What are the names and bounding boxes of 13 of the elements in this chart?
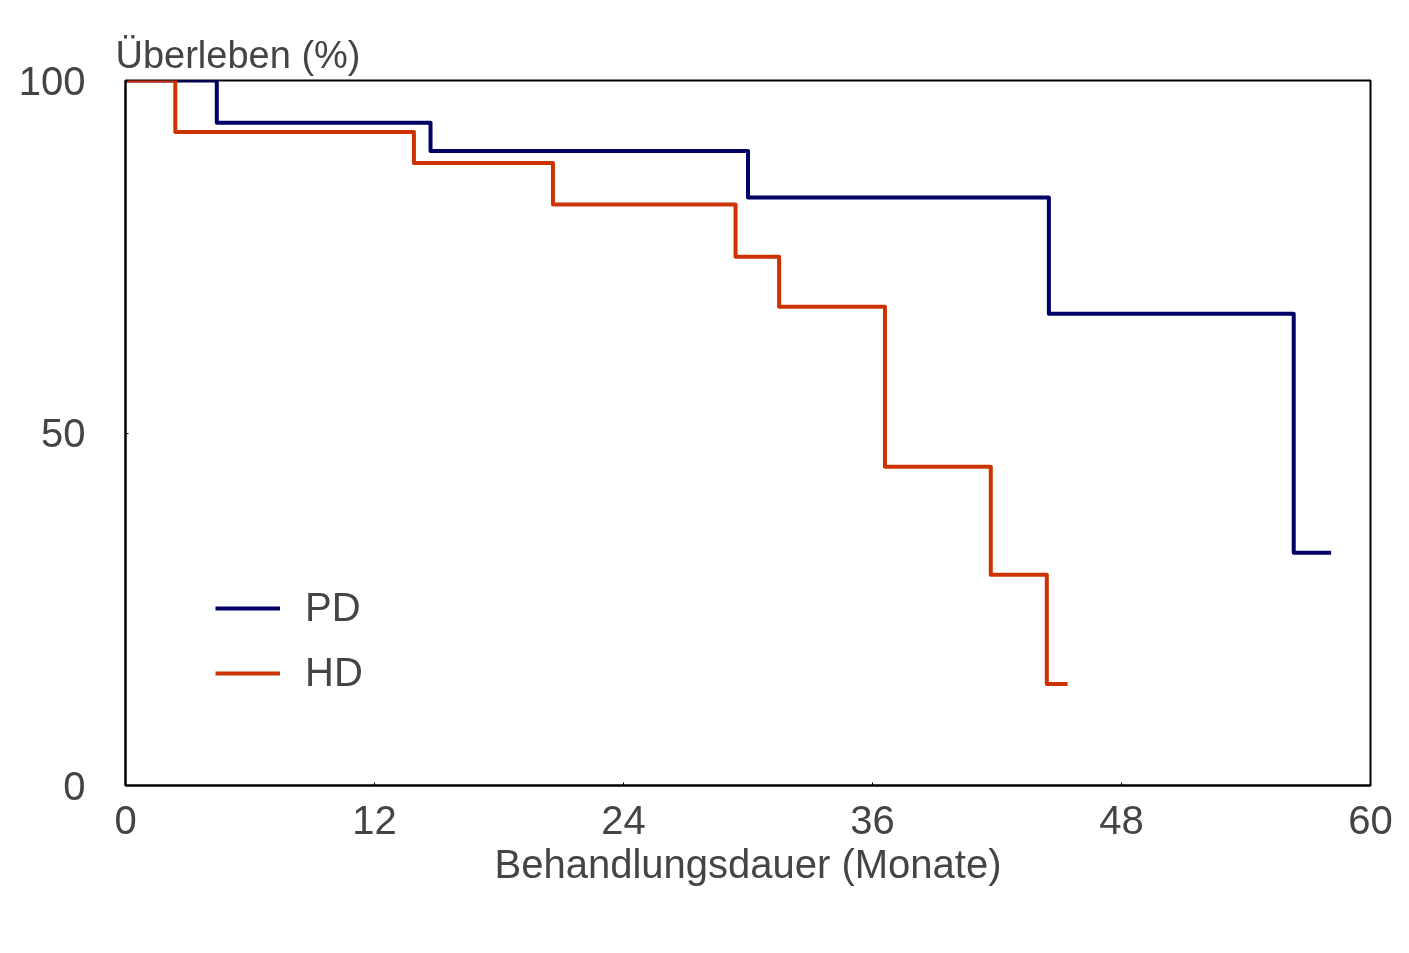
x-tick-label: 24 <box>601 797 646 842</box>
x-tick-label: 12 <box>352 797 397 842</box>
legend-label: HD <box>305 650 363 695</box>
legend-label: PD <box>305 585 361 630</box>
y-axis-title: Überleben (%) <box>115 33 361 76</box>
x-tick-label: 0 <box>114 797 137 842</box>
y-tick-label: 50 <box>41 411 86 455</box>
y-tick-label: 0 <box>63 763 86 808</box>
x-tick-label: 36 <box>850 797 895 842</box>
y-tick-label: 100 <box>18 58 86 103</box>
x-tick-label: 48 <box>1099 797 1144 842</box>
x-tick-label: 60 <box>1348 797 1393 842</box>
x-axis-title: Behandlungsdauer (Monate) <box>494 841 1002 886</box>
